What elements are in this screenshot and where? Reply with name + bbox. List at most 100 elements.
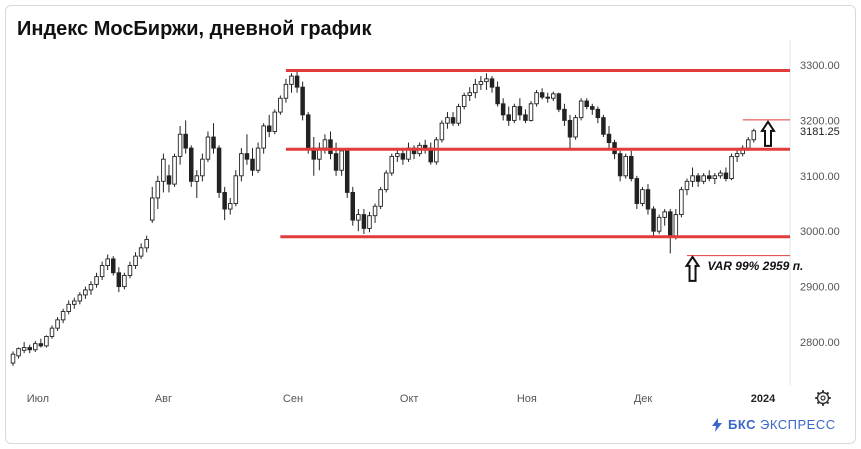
candle-body [177,133,183,157]
watermark-brand: БКС [728,417,756,432]
candle [27,344,32,354]
candle [138,243,144,259]
gear-tooth [816,401,820,405]
candle-body [300,86,305,116]
candle-body [138,247,144,257]
candle [617,150,623,182]
var-annotation: VAR 99% 2959 п. [708,259,804,273]
candle [255,142,261,174]
candle [484,73,489,90]
candle-body [656,216,662,232]
candle-body [662,211,667,218]
candle [356,209,361,232]
candle-body [551,93,556,99]
candle [317,142,322,171]
candle-body [261,125,266,149]
candle-body [21,347,27,351]
candle-body [149,197,155,221]
bolt-icon [712,417,722,432]
candle-body [640,189,645,204]
candle-body [734,153,740,157]
candle [707,170,712,182]
candle-body [239,153,244,177]
candle-body [439,122,445,141]
candle-body [255,147,261,171]
y-tick-label: 3100.00 [800,171,840,183]
candle-body [484,78,489,83]
candle [344,148,350,198]
candle [77,292,83,305]
annotations: VAR 99% 2959 п. [684,120,804,282]
candle-body [718,172,723,177]
candle-body [578,100,584,119]
candle-body [534,92,539,105]
candle-body [166,175,172,185]
candle [718,170,723,179]
candle [278,95,283,115]
candle [200,153,205,182]
candle-body [27,347,32,351]
candle [205,131,211,162]
candle [294,70,300,93]
candle-body [634,178,640,204]
candle [651,206,656,237]
candle-body [72,300,77,305]
candle-body [478,81,484,85]
gear-icon[interactable] [815,390,831,406]
candle [450,112,456,126]
candle-body [99,265,105,278]
candle [640,186,645,207]
candle [111,256,116,276]
candle-body [83,289,88,296]
candle-body [272,111,278,132]
x-tick-label: Окт [400,393,419,405]
candle-body [617,153,623,177]
candle [539,88,545,100]
candle-body [94,276,99,285]
gear-tooth [816,391,820,395]
y-tick-label: 2800.00 [800,337,840,349]
candle-body [473,83,478,94]
candle [428,142,434,165]
candle-body [584,100,589,108]
candle-body [216,147,222,193]
candle-body [200,158,205,177]
candle-body [595,108,601,119]
candle-body [701,175,706,182]
candle-body [172,155,177,185]
candle [350,186,356,226]
candle [60,308,66,324]
y-tick-label: 3000.00 [800,226,840,238]
candle [172,153,177,187]
candle-body [283,83,289,99]
candle [606,125,612,149]
candle-body [623,155,628,177]
candle-body [690,175,695,182]
candle [250,148,255,176]
candle [283,78,289,103]
candle [662,209,667,226]
candle [55,317,60,331]
candle [328,131,333,160]
candle [595,106,601,124]
y-tick-label: 3300.00 [800,60,840,72]
candle-body [567,119,573,138]
candle-body [10,353,16,364]
candle [534,89,539,107]
candle [489,76,495,93]
candle [478,76,484,90]
breakout-arrow [760,120,776,147]
candle [188,145,194,187]
x-tick-label: Июл [27,393,49,405]
candle-body [601,117,606,135]
candle-body [77,294,83,302]
candle [33,340,38,352]
candle [406,142,411,162]
candle-body [489,78,495,88]
candles [10,70,757,366]
candle-body [183,133,188,149]
candle [99,261,105,280]
levels [280,69,790,257]
y-tick-label: 3200.00 [800,115,840,127]
candle-body [668,211,673,238]
